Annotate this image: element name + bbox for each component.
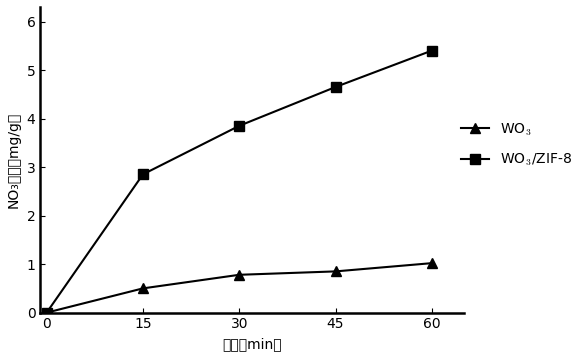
Line: WO$_3$: WO$_3$ (42, 258, 437, 318)
WO$_3$ (43, 310, 50, 315)
WO$_3$/ZIF-8 (43, 310, 50, 315)
Y-axis label: NO₃产量（mg/g）: NO₃产量（mg/g） (7, 112, 21, 208)
WO$_3$ (140, 286, 147, 291)
Legend: WO$_3$, WO$_3$/ZIF-8: WO$_3$, WO$_3$/ZIF-8 (456, 116, 578, 173)
Line: WO$_3$/ZIF-8: WO$_3$/ZIF-8 (42, 46, 437, 318)
WO$_3$ (236, 273, 243, 277)
WO$_3$/ZIF-8 (236, 124, 243, 128)
WO$_3$ (332, 269, 339, 274)
WO$_3$/ZIF-8 (428, 48, 435, 53)
WO$_3$ (428, 261, 435, 265)
WO$_3$/ZIF-8 (140, 172, 147, 176)
WO$_3$/ZIF-8 (332, 85, 339, 89)
X-axis label: 时间（min）: 时间（min） (223, 337, 282, 351)
